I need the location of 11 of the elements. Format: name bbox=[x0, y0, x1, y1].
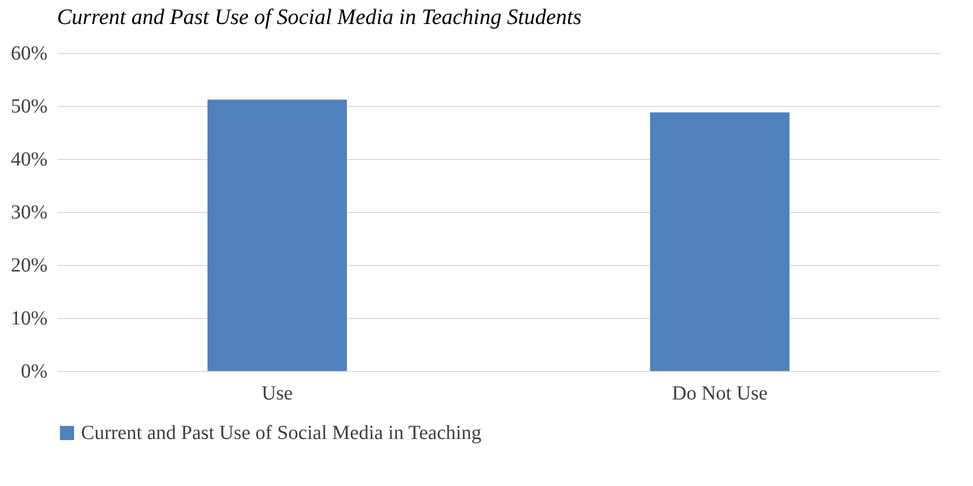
y-tick-label: 60% bbox=[10, 42, 48, 64]
y-tick-label: 40% bbox=[10, 148, 48, 170]
y-tick-label: 30% bbox=[10, 202, 48, 224]
y-tick-label: 20% bbox=[10, 254, 48, 276]
chart-title: Current and Past Use of Social Media in Teaching Students bbox=[57, 4, 582, 29]
y-tick-label: 10% bbox=[10, 308, 48, 330]
x-tick-label: Do Not Use bbox=[672, 382, 768, 404]
x-tick-label: Use bbox=[262, 382, 293, 404]
y-tick-label: 0% bbox=[20, 360, 48, 382]
legend-label: Current and Past Use of Social Media in Teaching bbox=[81, 422, 482, 444]
y-tick-label: 50% bbox=[10, 96, 48, 118]
